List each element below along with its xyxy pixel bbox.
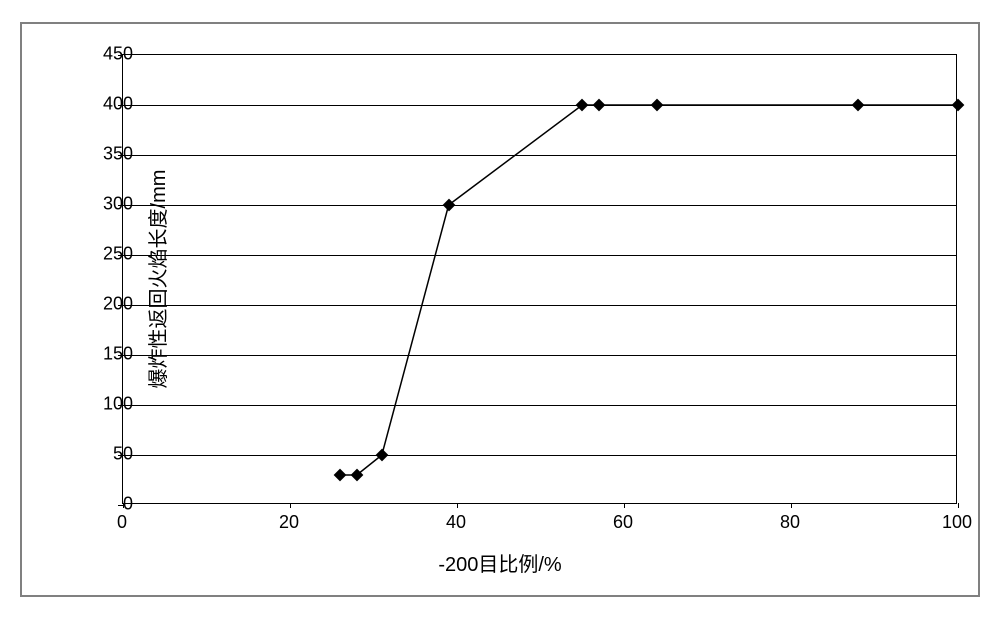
y-tick-label: 450	[83, 44, 133, 65]
x-tick-label: 40	[436, 512, 476, 533]
plot-area	[122, 54, 957, 504]
y-tick-label: 400	[83, 94, 133, 115]
y-axis-label: 爆炸性返回火焰长度/mm	[142, 170, 171, 389]
y-tick-label: 100	[83, 394, 133, 415]
x-tick-label: 60	[603, 512, 643, 533]
x-tick-label: 80	[770, 512, 810, 533]
x-tick-label: 0	[102, 512, 142, 533]
y-tick-label: 300	[83, 194, 133, 215]
y-tick-label: 150	[83, 344, 133, 365]
x-axis-label: -200目比例/%	[438, 548, 561, 577]
x-tick-mark	[290, 503, 291, 508]
y-tick-label: 50	[83, 444, 133, 465]
y-tick-label: 350	[83, 144, 133, 165]
x-tick-mark	[624, 503, 625, 508]
x-tick-label: 100	[937, 512, 977, 533]
data-line-series	[123, 55, 956, 503]
y-tick-label: 200	[83, 294, 133, 315]
y-tick-label: 250	[83, 244, 133, 265]
chart-container: 爆炸性返回火焰长度/mm -200目比例/% 0 50 100 150 200 250 30…	[20, 22, 980, 597]
x-tick-label: 20	[269, 512, 309, 533]
x-tick-mark	[457, 503, 458, 508]
x-tick-mark	[791, 503, 792, 508]
x-tick-mark	[958, 503, 959, 508]
